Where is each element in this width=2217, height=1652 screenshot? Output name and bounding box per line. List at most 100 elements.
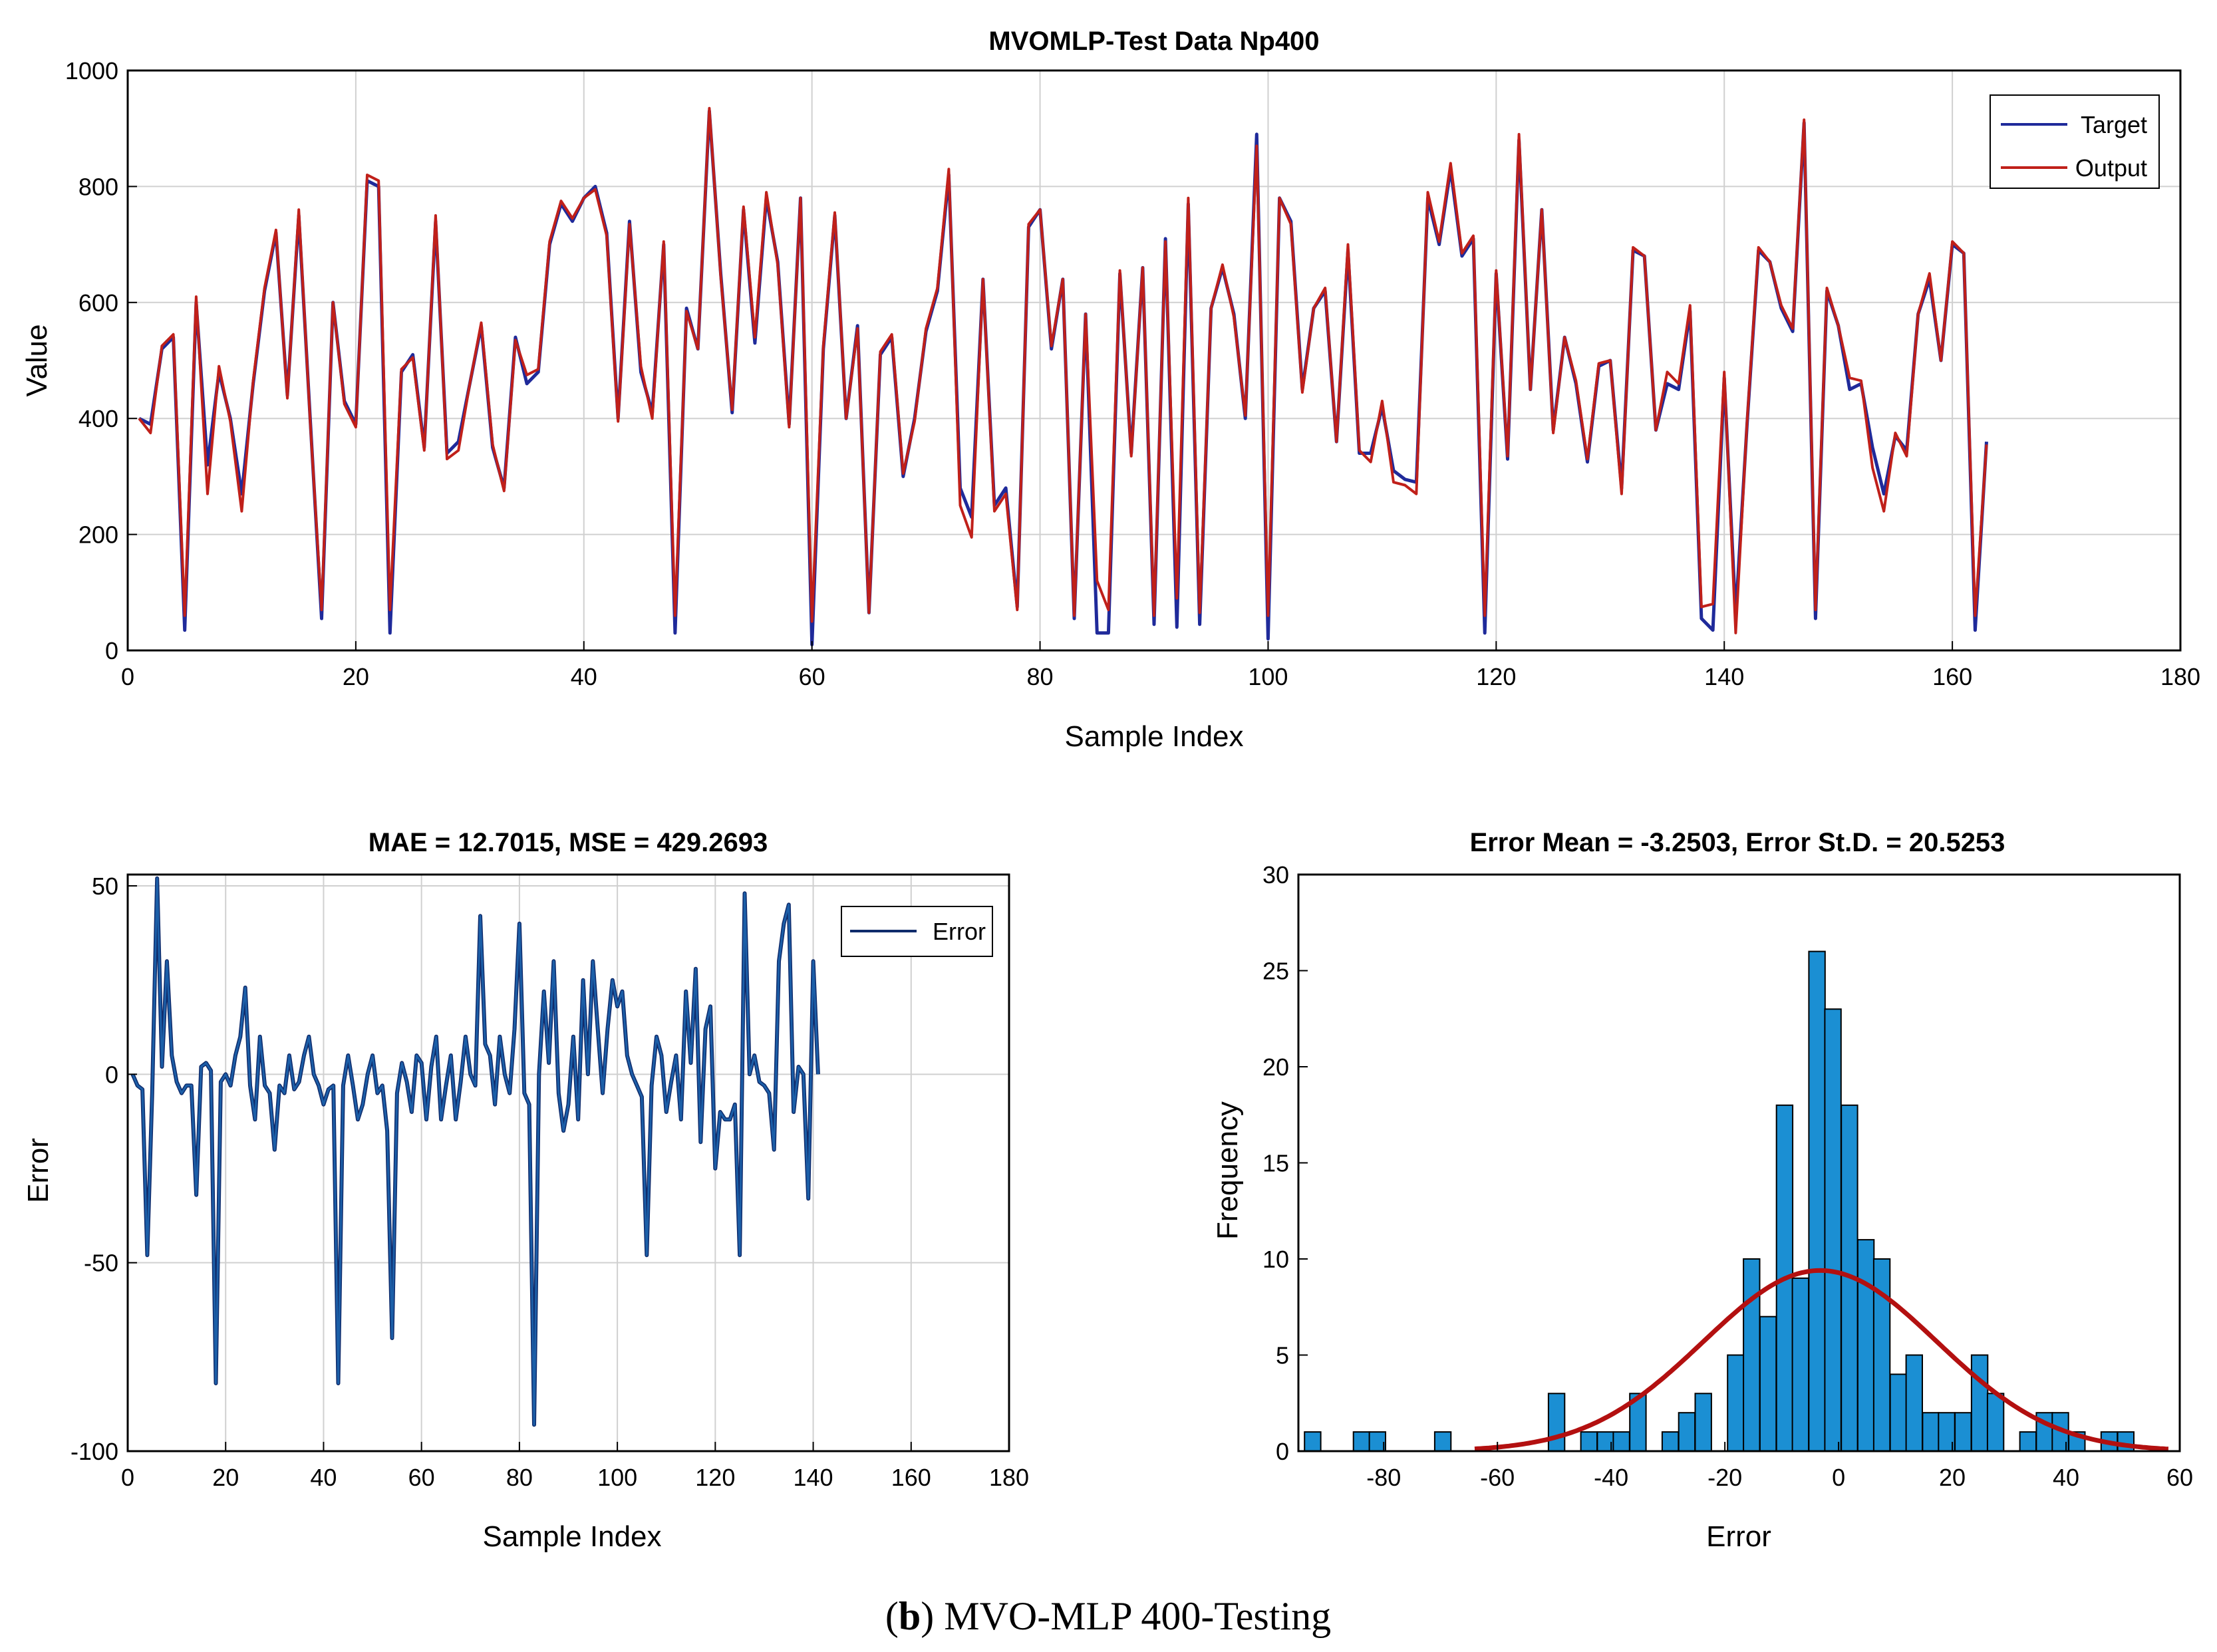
histogram-bar-1 — [1352, 1431, 1371, 1452]
error-x-tick-label-7: 140 — [794, 1464, 833, 1491]
legend-output-label: Output — [2075, 154, 2147, 182]
histogram-y-tick-label-4: 20 — [1262, 1053, 1289, 1081]
histogram-y-tick-label-6: 30 — [1262, 861, 1289, 889]
top-chart-title: MVOMLP-Test Data Np400 — [988, 27, 1319, 56]
histogram-x-label: Error — [1706, 1520, 1771, 1553]
top-x-tick-label-3: 60 — [799, 663, 825, 690]
histogram-bar-17 — [1808, 950, 1826, 1452]
histogram-bar-10 — [1678, 1412, 1696, 1452]
caption-letter: b — [899, 1594, 921, 1638]
histogram-bar-11 — [1694, 1393, 1712, 1452]
histogram-x-tick-label-5: 20 — [1939, 1464, 1966, 1491]
histogram-bar-26 — [1954, 1412, 1972, 1452]
histogram-chart: Error Mean = -3.2503, Error St.D. = 20.5… — [1211, 828, 2193, 1553]
histogram-bar-14 — [1759, 1315, 1777, 1452]
error-x-tick-label-8: 160 — [891, 1464, 931, 1491]
histogram-bar-23 — [1905, 1354, 1924, 1452]
top-y-tick-label-4: 800 — [78, 173, 118, 200]
histogram-bar-4 — [1547, 1393, 1566, 1452]
histogram-x-tick-label-2: -40 — [1594, 1464, 1628, 1491]
figure-caption: (b) MVO-MLP 400-Testing — [885, 1594, 1331, 1638]
histogram-normal-fit — [1474, 1268, 2169, 1452]
error-y-tick-label-0: -100 — [71, 1438, 118, 1465]
error-legend-box — [841, 906, 993, 957]
histogram-y-tick-label-5: 25 — [1262, 958, 1289, 985]
histogram-x-ticks: -80 -60 -40 -20 0 20 40 60 — [1366, 1442, 2193, 1491]
histogram-bar-12 — [1727, 1354, 1745, 1452]
top-y-tick-label-2: 400 — [78, 405, 118, 432]
top-legend-box — [1990, 94, 2160, 189]
error-y-tick-label-2: 0 — [105, 1061, 118, 1088]
error-x-ticks: 0 20 40 60 80 100 120 140 160 180 — [121, 1442, 1029, 1491]
error-y-tick-label-3: 50 — [92, 873, 118, 900]
error-x-label: Sample Index — [482, 1520, 661, 1553]
top-plot-frame — [126, 69, 2182, 652]
histogram-x-tick-label-4: 0 — [1832, 1464, 1845, 1491]
error-x-tick-label-9: 180 — [989, 1464, 1029, 1491]
legend-error-label: Error — [933, 918, 986, 945]
top-legend: Target Output — [1990, 94, 2160, 189]
top-x-label: Sample Index — [1064, 720, 1243, 753]
histogram-y-tick-label-1: 5 — [1276, 1342, 1289, 1369]
error-grid — [127, 875, 1010, 1452]
histogram-bar-0 — [1304, 1431, 1322, 1452]
histogram-bar-13 — [1743, 1258, 1761, 1452]
error-x-tick-label-0: 0 — [121, 1464, 134, 1491]
histogram-x-tick-label-3: -20 — [1707, 1464, 1742, 1491]
error-x-tick-label-6: 120 — [695, 1464, 735, 1491]
top-y-tick-label-5: 1000 — [65, 57, 118, 84]
top-y-tick-label-3: 600 — [78, 289, 118, 317]
histogram-x-tick-label-1: -60 — [1480, 1464, 1515, 1491]
histogram-y-label: Frequency — [1211, 1101, 1244, 1240]
top-y-tick-label-0: 0 — [105, 637, 118, 664]
error-plot-frame — [126, 873, 1010, 1452]
histogram-bar-22 — [1889, 1373, 1908, 1452]
top-x-tick-label-8: 160 — [1932, 663, 1972, 690]
error-x-tick-label-1: 20 — [212, 1464, 239, 1491]
histogram-bar-29 — [2019, 1431, 2037, 1452]
error-lines — [130, 876, 820, 1427]
error-x-tick-label-5: 100 — [597, 1464, 637, 1491]
top-x-tick-label-4: 80 — [1027, 663, 1054, 690]
histogram-x-tick-label-7: 60 — [2166, 1464, 2193, 1491]
top-lines — [138, 106, 1988, 646]
histogram-bar-5 — [1580, 1431, 1598, 1452]
top-x-tick-label-0: 0 — [121, 663, 134, 690]
top-y-tick-label-1: 200 — [78, 521, 118, 549]
caption-text: ) MVO-MLP 400-Testing — [921, 1594, 1331, 1638]
error-x-tick-label-4: 80 — [506, 1464, 533, 1491]
histogram-bar-28 — [1986, 1393, 2005, 1452]
top-x-tick-label-2: 40 — [571, 663, 597, 690]
histogram-bars — [1304, 950, 2135, 1452]
top-x-ticks: 0 20 40 60 80 100 120 140 160 180 — [121, 641, 2200, 690]
error-chart-title: MAE = 12.7015, MSE = 429.2693 — [369, 828, 768, 857]
top-x-tick-label-5: 100 — [1248, 663, 1288, 690]
error-x-tick-label-3: 60 — [408, 1464, 435, 1491]
histogram-y-tick-label-2: 10 — [1262, 1246, 1289, 1273]
histogram-y-ticks: 0 5 10 15 20 25 30 — [1262, 861, 1308, 1465]
top-x-tick-label-1: 20 — [343, 663, 369, 690]
legend-target-label: Target — [2081, 111, 2147, 138]
top-chart: MVOMLP-Test Data Np400 0 20 40 60 80 100 120 14… — [21, 27, 2200, 753]
histogram-title: Error Mean = -3.2503, Error St.D. = 20.5… — [1470, 828, 2005, 857]
top-y-ticks: 0 200 400 600 800 1000 — [65, 57, 137, 664]
top-grid — [127, 70, 2181, 651]
histogram-bar-20 — [1856, 1239, 1875, 1452]
histogram-bar-9 — [1661, 1431, 1680, 1452]
histogram-bar-18 — [1824, 1008, 1842, 1452]
histogram-bar-7 — [1612, 1431, 1630, 1452]
histogram-y-tick-label-0: 0 — [1276, 1438, 1289, 1465]
error-y-label: Error — [22, 1138, 55, 1203]
error-chart: MAE = 12.7015, MSE = 429.2693 0 20 40 60 80 1… — [22, 828, 1029, 1553]
top-y-label: Value — [21, 324, 53, 396]
series-output-line — [138, 106, 1988, 634]
histogram-y-tick-label-3: 15 — [1262, 1150, 1289, 1177]
caption-open-paren: ( — [885, 1594, 899, 1638]
error-y-tick-label-1: -50 — [84, 1250, 118, 1277]
histogram-bar-24 — [1922, 1412, 1940, 1452]
histogram-bar-16 — [1791, 1277, 1810, 1452]
histogram-x-tick-label-6: 40 — [2053, 1464, 2079, 1491]
histogram-bar-27 — [1970, 1354, 1989, 1452]
histogram-x-tick-label-0: -80 — [1366, 1464, 1401, 1491]
